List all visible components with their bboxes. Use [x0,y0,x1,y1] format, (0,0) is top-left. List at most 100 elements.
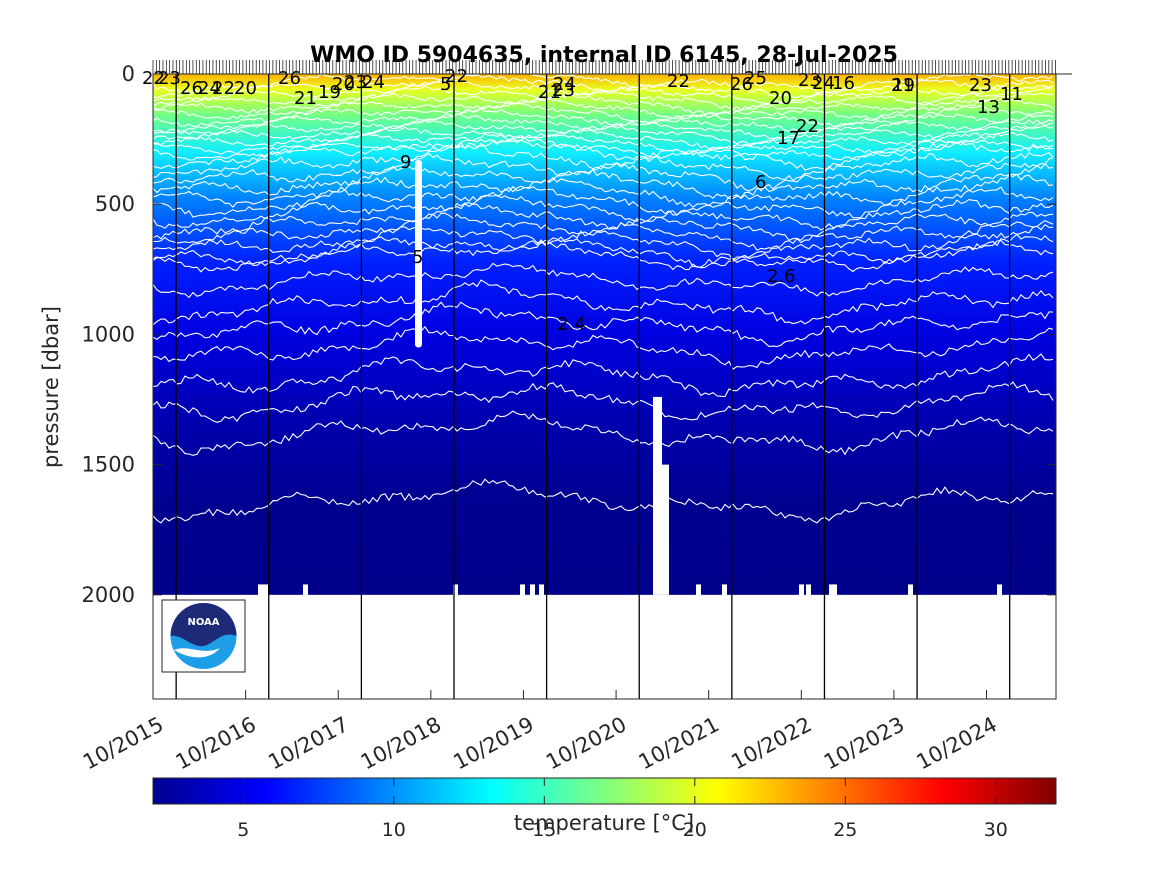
colorbar-tick-label: 25 [833,819,857,841]
data-gap [258,584,263,596]
data-gap [997,584,1002,596]
contour-line [153,212,1054,251]
contour-label: 19 [318,82,341,103]
data-gap [908,584,913,596]
contour-line [153,74,1054,99]
contour-label: 24 [812,73,835,94]
contour-line [153,194,1054,231]
contour-line [153,410,1054,456]
x-tick-label: 10/2022 [727,712,815,774]
contour-label: 2.6 [767,266,796,287]
data-gap [539,584,544,596]
contour-label: 22 [667,71,690,92]
data-gap [806,584,811,596]
x-tick-label: 10/2023 [820,712,908,774]
contour-line [153,279,1054,326]
contour-label: 24 [553,74,576,95]
y-axis-ticks: 0 500 1000 1500 2000 [82,62,1056,607]
contour-line [153,74,1054,94]
contour-line [153,173,1054,208]
data-gap [415,159,422,348]
data-gap [653,396,662,595]
contour-label: 23 [798,70,821,91]
year-marker-lines [175,74,1011,699]
data-gap [661,464,669,595]
data-gap [303,584,308,596]
x-axis-ticks: 10/2015 10/2016 10/2017 10/2018 10/2019 10/20… [79,690,1001,774]
data-gap [832,584,837,596]
contour-label: 5 [412,247,423,268]
contour-label: 22 [212,78,235,99]
contour-line [153,185,1054,219]
contour-label: 21 [538,82,561,103]
contour-line [153,301,1054,348]
svg-text:NOAA: NOAA [187,617,219,628]
contour-label: 13 [977,97,1000,118]
contour-line [153,478,1054,524]
contour-line [153,119,1054,145]
y-tick-label: 1500 [82,453,135,477]
contour-label: 22 [796,116,819,137]
colorbar-tick-label: 5 [237,819,249,841]
contour-line [153,223,1054,261]
colorbar-tick-label: 30 [984,819,1008,841]
colorbar-tick-label: 20 [683,819,707,841]
x-tick-label: 10/2020 [542,712,630,774]
contour-label: 26 [180,78,203,99]
contour-line [153,233,1054,269]
y-tick-label: 1000 [82,322,135,346]
chart-title: WMO ID 5904635, internal ID 6145, 28-Jul… [310,43,898,68]
y-tick-label: 500 [95,192,135,216]
colorbar [152,777,1057,805]
contour-line [153,353,1054,398]
contour-label: 26 [730,74,753,95]
colorbar-label: temperature [°C] [514,811,694,835]
missing-data-gaps [153,159,1056,699]
contour-lines [153,74,1054,524]
contour-label: 5 [440,74,451,95]
contour-label: 11 [1000,84,1023,105]
contour-line [153,79,1054,105]
contour-label: 24 [198,78,221,99]
colorbar-tick-label: 10 [382,819,406,841]
data-gap [453,584,458,596]
profile-markers [152,60,1072,75]
contour-label: 23 [969,75,992,96]
contour-line [153,84,1054,111]
contour-label: 22 [445,66,468,87]
y-tick-label: 2000 [82,583,135,607]
x-tick-label: 10/2019 [450,712,538,774]
contour-line [153,152,1054,192]
contour-line [153,239,1054,273]
contour-line [153,92,1054,116]
contour-line [153,133,1054,171]
contour-label: 17 [777,128,800,149]
contour-line [153,108,1054,134]
data-gap [722,584,727,596]
contour-label: 20 [234,78,257,99]
contour-label: 26 [278,68,301,89]
colorbar-tick-label: 15 [532,819,556,841]
x-tick-label: 10/2024 [913,712,1001,774]
contour-label: 20 [769,88,792,109]
contour-label: 21 [294,88,317,109]
data-gap [829,584,834,596]
contour-label: 24 [362,72,385,93]
y-axis-label: pressure [dbar] [39,306,63,468]
data-gap [263,584,268,596]
data-gap [799,584,804,596]
contour-line [153,113,1054,141]
no-data-region [153,594,1056,699]
contour-line [153,203,1054,241]
contour-label: 16 [832,73,855,94]
contour-label: 23 [552,80,575,101]
contour-label: 6 [755,172,766,193]
contour-line [153,102,1054,128]
y-tick-label: 0 [122,62,135,86]
contour-line [153,162,1054,200]
x-tick-label: 10/2016 [172,712,260,774]
contour-label: 25 [744,68,767,89]
data-gap [696,584,701,596]
